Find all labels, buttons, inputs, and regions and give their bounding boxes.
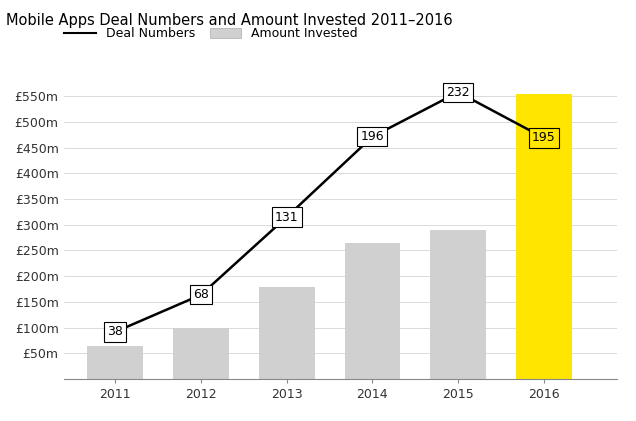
Bar	[173, 328, 229, 379]
Text: 196: 196	[361, 130, 384, 143]
Text: 38: 38	[107, 325, 123, 338]
Bar	[345, 243, 400, 379]
Text: Mobile Apps Deal Numbers and Amount Invested 2011–2016: Mobile Apps Deal Numbers and Amount Inve…	[6, 13, 453, 28]
Text: 195: 195	[532, 131, 556, 144]
Text: 131: 131	[275, 210, 298, 224]
Bar	[87, 346, 143, 379]
Bar	[431, 230, 486, 379]
Bar	[516, 94, 572, 379]
Text: 68: 68	[193, 288, 209, 301]
Text: 232: 232	[446, 86, 470, 99]
Legend: Deal Numbers, Amount Invested: Deal Numbers, Amount Invested	[64, 27, 357, 40]
Bar	[259, 288, 315, 379]
